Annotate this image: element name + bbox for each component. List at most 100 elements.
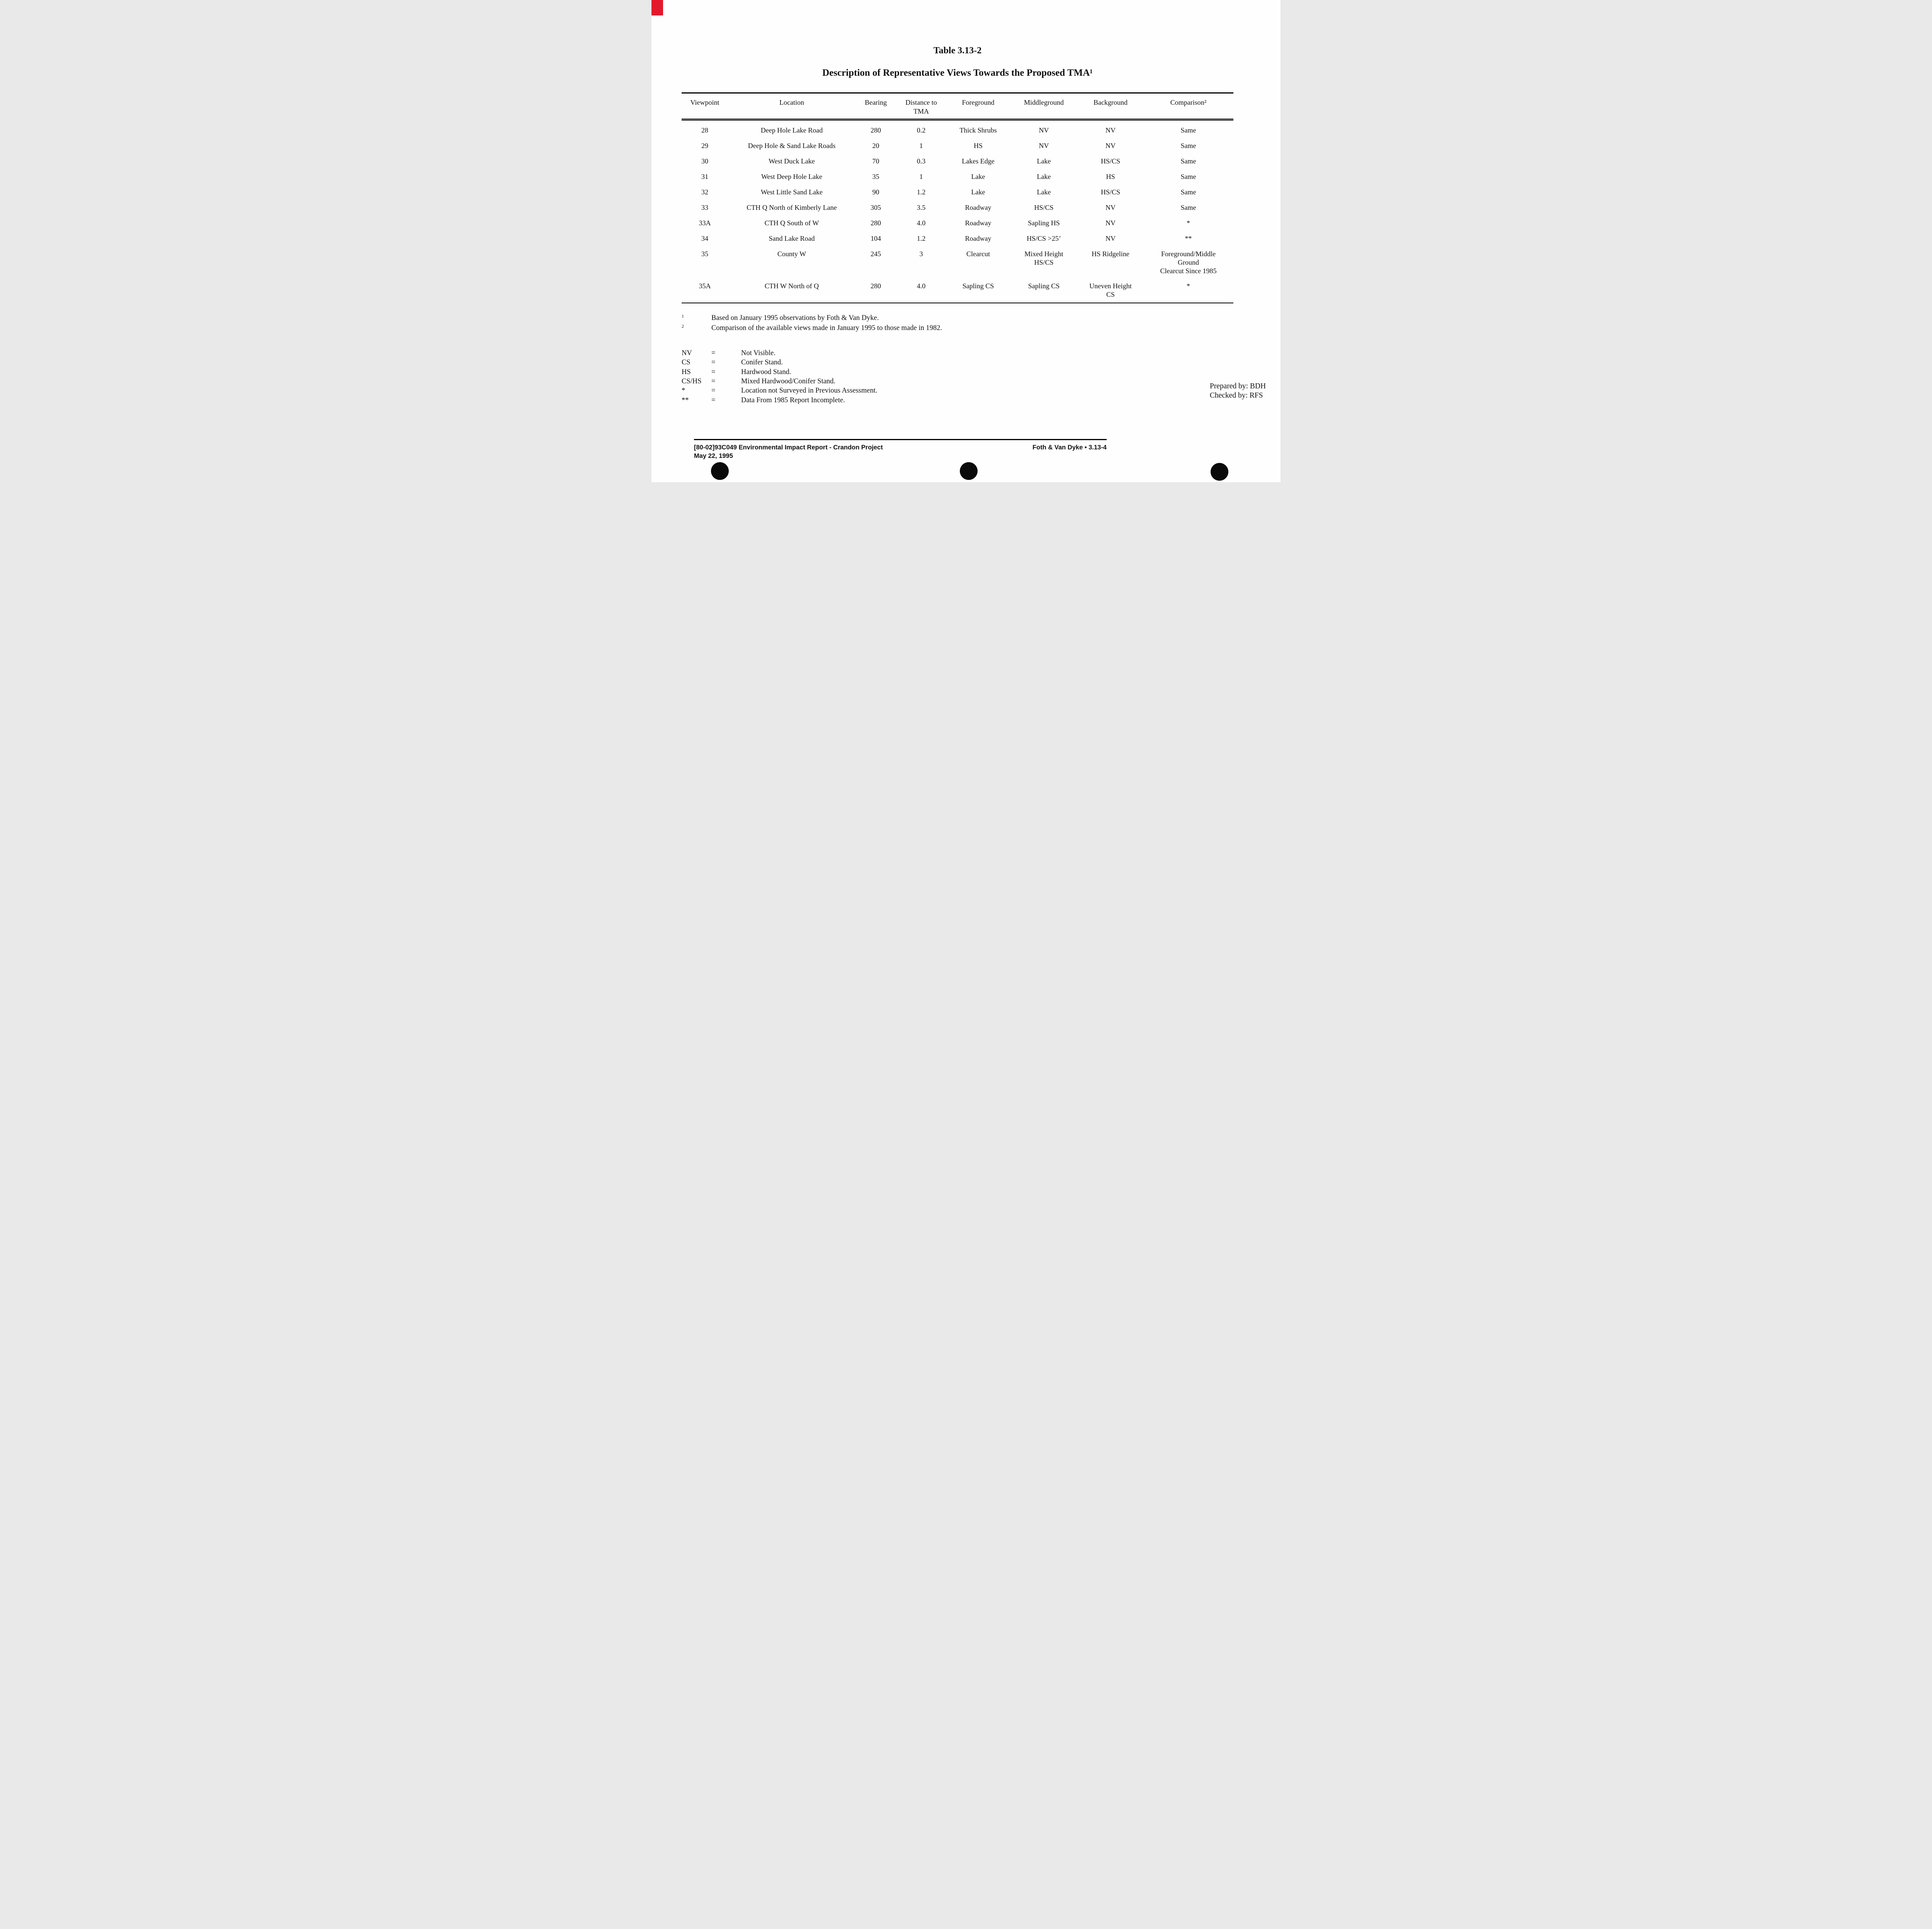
legend-row: * = Location not Surveyed in Previous Asse… <box>682 386 1281 395</box>
table-cell: 30 <box>701 157 708 165</box>
table-cell: West Duck Lake <box>769 157 815 165</box>
table-cell: County W <box>777 250 806 258</box>
table-cell: Sand Lake Road <box>769 234 815 242</box>
legend-equals: = <box>711 378 716 386</box>
table-cell: Deep Hole Lake Road <box>760 126 823 134</box>
table-cell: Roadway <box>965 234 992 242</box>
footnote-text: Based on January 1995 observations by Fo… <box>711 314 879 322</box>
heading-block: Table 3.13-2 Description of Representati… <box>682 0 1233 78</box>
legend-description: Conifer Stand. <box>741 359 783 367</box>
table-cell: Mixed Height HS/CS <box>1024 250 1063 266</box>
footer-report-id: [80-02]93C049 Environmental Impact Repor… <box>694 444 883 451</box>
footnote-marker: 2 <box>682 323 684 329</box>
table-cell: 280 <box>871 126 881 134</box>
table-cell: HS <box>1106 172 1115 180</box>
table-cell: 33 <box>701 203 708 211</box>
table-cell: 33A <box>699 219 711 227</box>
table-cell: 35 <box>872 172 879 180</box>
table-cell: 90 <box>872 188 879 196</box>
table-cell: Lakes Edge <box>962 157 995 165</box>
table-cell: NV <box>1105 141 1116 150</box>
legend-code: CS <box>682 359 690 367</box>
table-row: 35A CTH W North of Q 280 4.0 Sapling CS Sapli… <box>682 279 1233 303</box>
prepared-block: Prepared by: BDH Checked by: RFS <box>1210 382 1266 401</box>
table-cell: NV <box>1105 203 1116 211</box>
table-cell: 4.0 <box>917 219 926 227</box>
footnote-text: Comparison of the available views made i… <box>711 324 942 332</box>
views-table: Viewpoint Location Bearing Distance to TMA Fo… <box>682 92 1233 304</box>
punch-hole-mark <box>711 462 729 480</box>
table-cell: Sapling CS <box>962 282 994 290</box>
table-cell: 1 <box>919 172 923 180</box>
punch-hole-mark <box>960 462 978 480</box>
table-cell: HS/CS >25’ <box>1027 234 1061 242</box>
table-cell: 1 <box>919 141 923 150</box>
table-row: 30 West Duck Lake 70 0.3 Lakes Edge Lake HS/CS… <box>682 154 1233 169</box>
legend-row: ** = Data From 1985 Report Incomplete. <box>682 396 1281 405</box>
table-cell: Clearcut <box>966 250 990 258</box>
checked-by: Checked by: RFS <box>1209 391 1263 400</box>
table-cell: Lake <box>1037 188 1051 196</box>
table-cell: 28 <box>701 126 708 134</box>
table-cell: Lake <box>1037 172 1051 180</box>
table-row: 33 CTH Q North of Kimberly Lane 305 3.5 Road… <box>682 200 1233 216</box>
table-header-row: Viewpoint Location Bearing Distance to TMA Fo… <box>682 93 1233 121</box>
legend-description: Data From 1985 Report Incomplete. <box>741 396 845 404</box>
table-cell: 3.5 <box>917 203 926 211</box>
table-cell: 35 <box>701 250 708 258</box>
table-cell: ** <box>1185 234 1192 242</box>
legend-code: HS <box>682 368 691 376</box>
column-header: Location <box>728 93 855 121</box>
legend-code: * <box>682 387 685 395</box>
column-header: Background <box>1078 93 1143 121</box>
table-cell: Same <box>1180 172 1196 180</box>
table-cell: 0.2 <box>917 126 926 134</box>
red-margin-mark <box>651 0 663 15</box>
legend-equals: = <box>711 387 716 395</box>
table-cell: 280 <box>871 282 881 290</box>
document-page: Table 3.13-2 Description of Representati… <box>651 0 1281 482</box>
table-cell: 0.3 <box>917 157 926 165</box>
table-row: 33A CTH Q South of W 280 4.0 Roadway Sapling … <box>682 216 1233 231</box>
table-cell: Lake <box>971 172 985 180</box>
table-row: 34 Sand Lake Road 104 1.2 Roadway HS/CS >25’ N… <box>682 231 1233 247</box>
table-cell: 104 <box>871 234 881 242</box>
table-cell: 34 <box>701 234 708 242</box>
table-cell: 245 <box>871 250 881 258</box>
table-row: 28 Deep Hole Lake Road 280 0.2 Thick Shrubs N… <box>682 120 1233 138</box>
table-cell: Same <box>1180 203 1196 211</box>
table-cell: 29 <box>701 141 708 150</box>
table-cell: 35A <box>699 282 711 290</box>
table-subtitle: Description of Representative Views Towa… <box>822 68 1093 78</box>
table-cell: CTH W North of Q <box>764 282 819 290</box>
table-cell: West Deep Hole Lake <box>761 172 822 180</box>
table-cell: Same <box>1180 141 1196 150</box>
legend-equals: = <box>711 349 716 357</box>
table-cell: HS/CS <box>1034 203 1054 211</box>
footnote: 1 Based on January 1995 observations by F… <box>682 313 1281 323</box>
legend-description: Mixed Hardwood/Conifer Stand. <box>741 378 836 386</box>
legend-row: CS = Conifer Stand. <box>682 358 1281 367</box>
legend-equals: = <box>711 396 716 404</box>
table-cell: Roadway <box>965 219 992 227</box>
table-body: 28 Deep Hole Lake Road 280 0.2 Thick Shrubs N… <box>682 120 1233 303</box>
table-row: 29 Deep Hole & Sand Lake Roads 20 1 HS NV NV Sa… <box>682 138 1233 154</box>
table-cell: NV <box>1105 126 1116 134</box>
table-cell: 70 <box>872 157 879 165</box>
footnote-marker: 1 <box>682 313 684 319</box>
table-cell: 1.2 <box>917 234 926 242</box>
table-cell: NV <box>1039 126 1049 134</box>
table-cell: Deep Hole & Sand Lake Roads <box>748 141 836 150</box>
legend-code: ** <box>682 396 689 404</box>
legend-equals: = <box>711 368 716 376</box>
table-cell: Same <box>1180 188 1196 196</box>
column-header: Viewpoint <box>682 93 728 121</box>
column-header: Distance to TMA <box>896 93 946 121</box>
table-cell: 1.2 <box>917 188 926 196</box>
page-footer: [80-02]93C049 Environmental Impact Repor… <box>694 439 1107 460</box>
prepared-by: Prepared by: BDH <box>1209 382 1266 390</box>
legend-code: CS/HS <box>682 378 702 386</box>
punch-hole-mark <box>1211 463 1228 481</box>
legend-description: Not Visible. <box>741 349 776 357</box>
column-header: Middleground <box>1010 93 1078 121</box>
